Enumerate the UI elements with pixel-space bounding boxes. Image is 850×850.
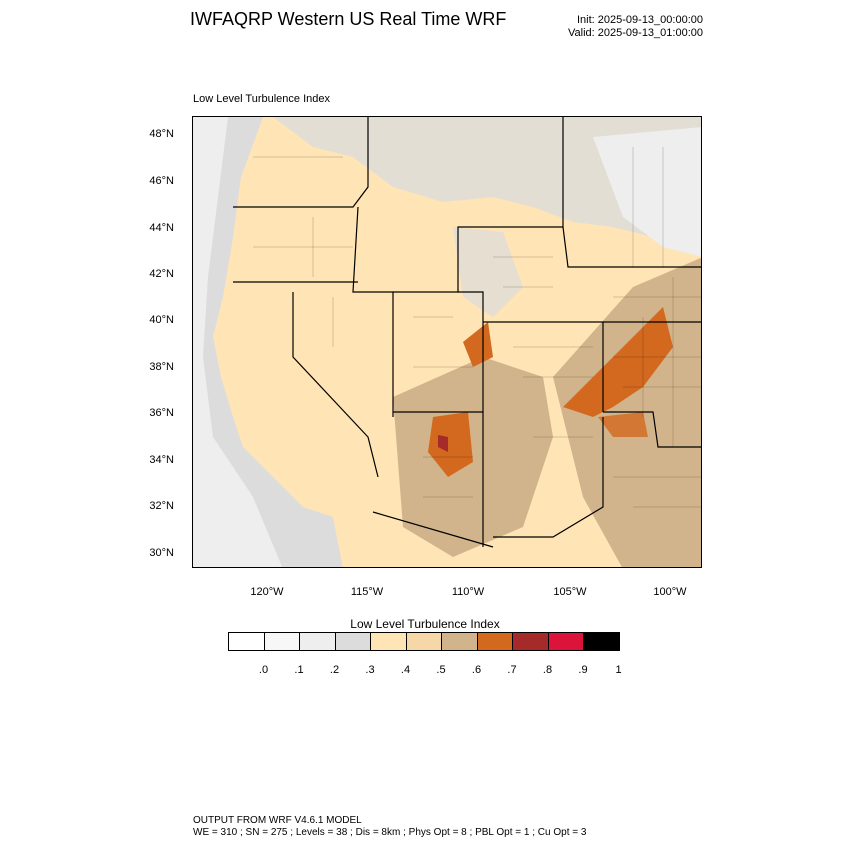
lat-label-48: 48°N [149, 128, 174, 140]
state-boundaries [233, 117, 701, 548]
colorbar-swatch [476, 632, 513, 651]
colorbar-tick-label: .3 [365, 664, 375, 676]
figure-title: IWFAQRP Western US Real Time WRF [190, 9, 507, 29]
colorbar-swatch [512, 632, 549, 651]
colorbar-swatch [370, 632, 407, 651]
lon-label-120: 120°W [250, 586, 284, 598]
colorbar-swatch [299, 632, 336, 651]
colorbar-swatch [263, 632, 300, 651]
colorbar-tick-label: .7 [507, 664, 517, 676]
colorbar-tick-label: .8 [542, 664, 553, 676]
arizona-max [438, 435, 448, 452]
colorbar-swatch [441, 632, 478, 651]
ocean-area [193, 117, 343, 567]
plains-orange [563, 307, 673, 417]
lat-label-30: 30°N [149, 547, 174, 559]
footer-model: OUTPUT FROM WRF V4.6.1 MODEL [193, 815, 362, 826]
texas-orange [598, 412, 648, 437]
map-subtitle: Low Level Turbulence Index [193, 93, 330, 105]
colorbar-tick-label: .0 [258, 664, 269, 676]
colorbar [228, 632, 620, 651]
lat-label-46: 46°N [149, 175, 174, 187]
colorbar-tick-label: .4 [400, 664, 411, 676]
lat-label-38: 38°N [149, 361, 174, 373]
colorbar-title: Low Level Turbulence Index [350, 617, 500, 631]
valid-time: Valid: 2025-09-13_01:00:00 [568, 27, 703, 39]
rockies-grey [453, 227, 523, 317]
init-time: Init: 2025-09-13_00:00:00 [577, 14, 703, 26]
colorbar-swatch [334, 632, 371, 651]
lat-label-36: 36°N [149, 407, 174, 419]
colorbar-swatch [228, 632, 265, 651]
colorbar-swatch [583, 632, 620, 651]
colorbar-tick-label: .1 [294, 664, 304, 676]
lat-label-42: 42°N [149, 268, 174, 280]
colorbar-swatch [547, 632, 584, 651]
ocean-light [193, 117, 283, 567]
colorbar-tick-label: .2 [329, 664, 340, 676]
county-boundaries [253, 147, 701, 508]
footer-config: WE = 310 ; SN = 275 ; Levels = 38 ; Dis … [193, 827, 587, 838]
north-grey [273, 117, 701, 247]
lon-label-115: 115°W [350, 586, 384, 598]
lon-label-100: 100°W [653, 586, 687, 598]
colorbar-tick-label: 1 [615, 664, 622, 676]
lon-label-105: 105°W [553, 586, 587, 598]
colorbar-tick-label: .6 [471, 664, 482, 676]
turbulence-map [193, 117, 701, 567]
lat-label-40: 40°N [149, 314, 174, 326]
footer: OUTPUT FROM WRF V4.6.1 MODEL WE = 310 ; … [193, 815, 586, 839]
lat-label-32: 32°N [149, 500, 174, 512]
northeast-light [593, 127, 701, 257]
lat-label-34: 34°N [149, 454, 174, 466]
map-panel [192, 116, 702, 568]
arizona-orange [428, 412, 473, 477]
colorbar-swatch [405, 632, 442, 651]
lat-label-44: 44°N [149, 222, 174, 234]
utah-orange [463, 322, 493, 367]
time-info: Init: 2025-09-13_00:00:00 Valid: 2025-09… [568, 14, 703, 40]
colorbar-tick-label: .9 [578, 664, 588, 676]
lon-label-110: 110°W [451, 586, 485, 598]
colorbar-tick-label: .5 [436, 664, 446, 676]
